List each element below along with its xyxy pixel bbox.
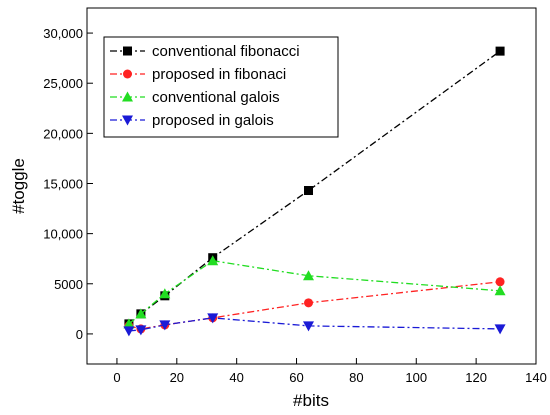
legend-item: conventional galois [110, 89, 280, 106]
data-point [494, 324, 506, 335]
series-layer [123, 46, 506, 337]
data-point [159, 320, 171, 331]
y-tick-label: 20,000 [43, 126, 83, 141]
data-point [123, 318, 135, 329]
legend-marker [123, 46, 132, 56]
data-point [207, 255, 219, 266]
data-point [207, 313, 219, 324]
x-tick-label: 120 [465, 370, 487, 385]
data-point [495, 46, 505, 56]
y-tick-label: 30,000 [43, 26, 83, 41]
y-tick-label: 25,000 [43, 76, 83, 91]
legend-marker [122, 115, 133, 126]
data-point [135, 308, 147, 319]
x-tick-label: 60 [289, 370, 303, 385]
x-tick-label: 80 [349, 370, 363, 385]
legend: conventional fibonacci proposed in fibona… [103, 36, 339, 138]
data-point [495, 277, 505, 287]
data-point [135, 325, 147, 336]
legend-label: conventional fibonacci [152, 43, 300, 60]
x-tick-label: 140 [525, 370, 547, 385]
x-tick-label: 20 [170, 370, 184, 385]
series-2 [124, 277, 505, 334]
legend-item: proposed in galois [110, 112, 274, 129]
series-line [128, 260, 501, 325]
series-line [128, 317, 501, 332]
x-tick-label: 0 [113, 370, 120, 385]
x-tick-label: 40 [229, 370, 243, 385]
x-axis-title: #bits [293, 391, 329, 410]
legend-label: proposed in fibonaci [152, 66, 286, 83]
data-point [303, 321, 315, 332]
legend-label: proposed in galois [152, 112, 274, 129]
data-point [123, 326, 135, 337]
y-axis-title: #toggle [9, 158, 28, 214]
data-point [303, 270, 315, 281]
legend-marker [123, 69, 132, 79]
y-tick-label: 15,000 [43, 176, 83, 191]
axis-ticks: 0 20 40 60 80 100 120 140 0 5000 10,000 15,000 20,00… [43, 26, 547, 385]
series-3 [123, 255, 506, 329]
y-tick-label: 10,000 [43, 227, 83, 242]
data-point [304, 298, 314, 308]
series-4 [123, 313, 506, 337]
legend-item: conventional fibonacci [110, 43, 300, 60]
y-tick-label: 5000 [54, 277, 83, 292]
legend-label: conventional galois [152, 89, 280, 106]
plot-frame [86, 7, 537, 365]
data-point [304, 186, 314, 196]
data-point [159, 288, 171, 299]
data-point [494, 285, 506, 296]
y-tick-label: 0 [76, 327, 83, 342]
legend-marker [122, 91, 133, 102]
x-tick-label: 100 [405, 370, 427, 385]
legend-item: proposed in fibonaci [110, 66, 286, 83]
